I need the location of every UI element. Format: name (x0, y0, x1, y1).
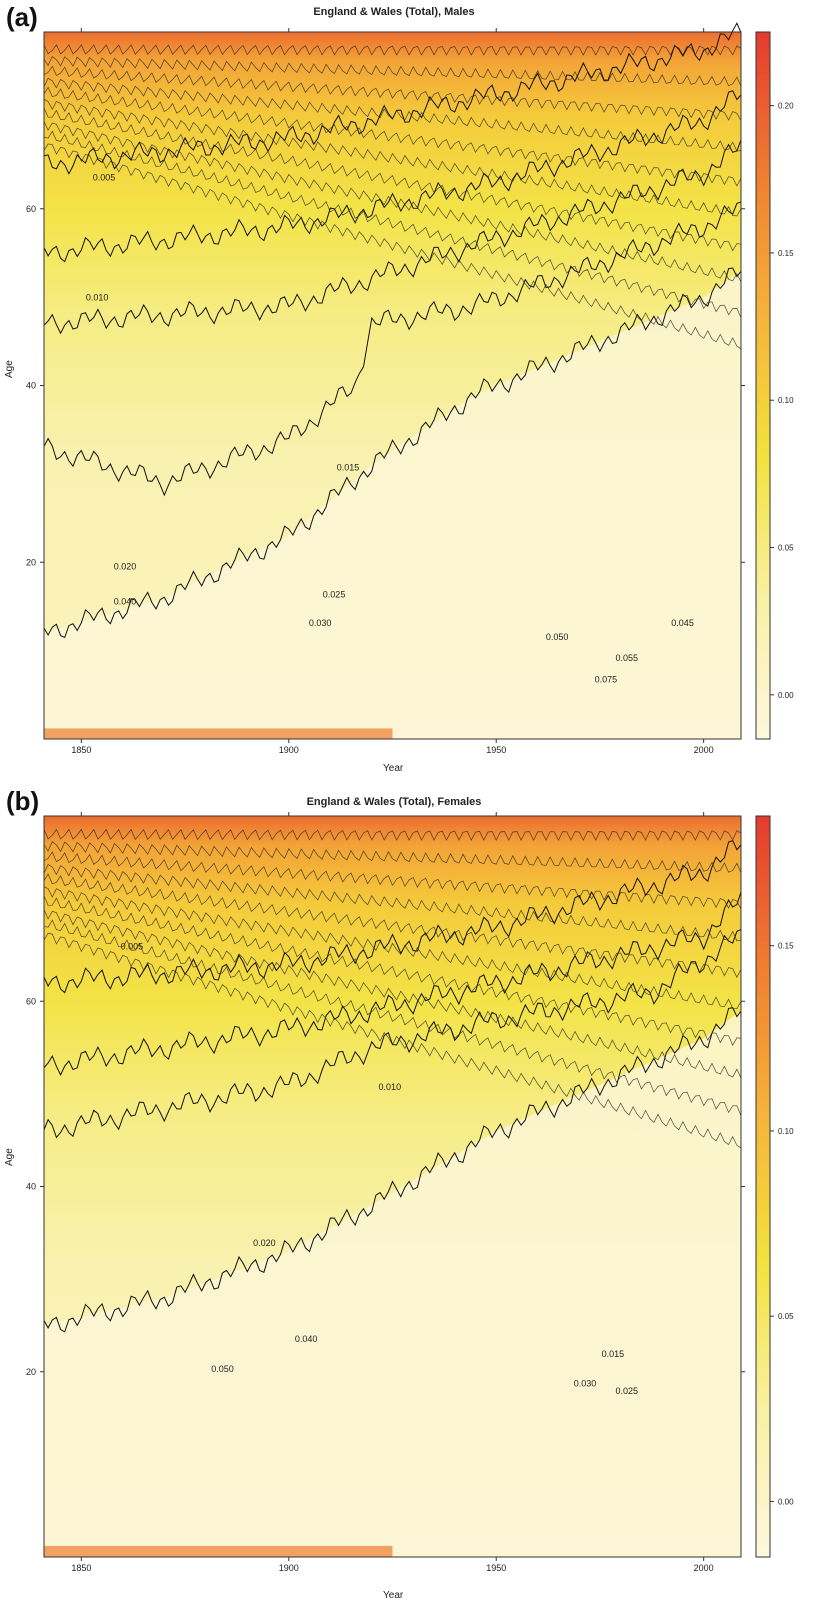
y-tick-label: 40 (26, 1182, 36, 1192)
contour-line-dense (43, 932, 742, 1149)
contour-line-0.005 (43, 267, 742, 639)
x-tick-label: 1950 (486, 1563, 506, 1573)
contour-line-0.03 (43, 90, 742, 263)
contour-label: 0.020 (253, 1238, 276, 1248)
x-tick-label: 2000 (694, 745, 714, 755)
y-tick-label: 20 (26, 1367, 36, 1377)
colorbar-tick-label: 0.15 (778, 249, 794, 258)
x-tick-label: 1850 (71, 1563, 91, 1573)
contour-line-dense (43, 851, 742, 910)
contour-label: 0.030 (309, 618, 332, 628)
low-rate-region (44, 1010, 741, 1557)
panel-b-chart: 0.0050.0100.0150.0200.0250.0300.0400.050… (26, 812, 794, 1573)
contour-line-dense (43, 44, 742, 56)
contour-label: 0.030 (574, 1379, 597, 1389)
contour-line-dense (43, 99, 742, 217)
contour-line-0.02 (43, 891, 742, 1077)
colorbar-tick-label: 0.05 (778, 544, 794, 553)
contour-label: 0.005 (121, 941, 144, 951)
colorbar (755, 815, 771, 1558)
contour-line-dense (43, 895, 742, 1046)
contour-line-dense (43, 863, 742, 942)
low-rate-region (44, 270, 741, 739)
y-tick-label: 60 (26, 204, 36, 214)
contour-label: 0.040 (295, 1334, 318, 1344)
y-tick-label: 20 (26, 557, 36, 567)
y-tick-label: 60 (26, 996, 36, 1006)
colorbar-tick-label: 0.10 (778, 1127, 794, 1136)
contour-line-dense (43, 143, 742, 350)
colorbar-tick-label: 0.05 (778, 1312, 794, 1321)
panel-b-label: (b) (6, 786, 40, 816)
contour-label: 0.015 (337, 462, 360, 472)
contour-line-dense (43, 55, 742, 87)
contour-label: 0.010 (379, 1082, 402, 1092)
colorbar-tick-label: 0.00 (778, 691, 794, 700)
x-tick-label: 1900 (279, 745, 299, 755)
panel-a-title: England & Wales (Total), Males (313, 6, 475, 18)
contour-line-dense (43, 909, 742, 1079)
contour-label: 0.010 (86, 293, 109, 303)
panel-a-ylabel: Age (4, 360, 15, 378)
contour-line-0.01 (43, 201, 742, 497)
contour-line-dense (43, 86, 742, 187)
x-tick-label: 1950 (486, 745, 506, 755)
panel-b-title: England & Wales (Total), Females (306, 796, 482, 808)
contour-label: 0.045 (671, 618, 694, 628)
contour-label: 0.005 (93, 172, 116, 182)
contour-line-0.005 (43, 1007, 742, 1333)
contour-label: 0.050 (211, 1364, 234, 1374)
contour-label: 0.075 (595, 674, 618, 684)
contour-label: 0.025 (616, 1386, 639, 1396)
contour-label: 0.050 (546, 632, 569, 642)
contour-line-dense (43, 886, 742, 1010)
x-tick-label: 1900 (279, 1563, 299, 1573)
colorbar (755, 31, 771, 740)
panel-b-ylabel: Age (4, 1148, 15, 1166)
y-tick-label: 40 (26, 381, 36, 391)
infant-band (44, 1545, 393, 1557)
panel-a-label: (a) (6, 2, 38, 32)
contour-label: 0.040 (114, 597, 137, 607)
contour-line-dense (43, 841, 742, 873)
contour-line-dense (43, 107, 742, 252)
infant-band (44, 728, 393, 739)
panel-b-xlabel: Year (383, 1590, 404, 1601)
contour-line-dense (43, 65, 742, 121)
colorbar-tick-label: 0.20 (778, 102, 794, 111)
colorbar-tick-label: 0.10 (778, 396, 794, 405)
contour-label: 0.025 (323, 590, 346, 600)
contour-line-dense (43, 77, 742, 152)
panel-a-chart: 0.005 0.010 0.015 0.020 0.025 0.030 0.040 0.045… (26, 22, 794, 755)
panel-a-xlabel: Year (383, 763, 404, 774)
colorbar-tick-label: 0.00 (778, 1497, 794, 1506)
x-tick-label: 2000 (694, 1563, 714, 1573)
contour-label: 0.055 (616, 653, 639, 663)
contour-line-dense (43, 130, 742, 319)
contour-line-dense (43, 121, 742, 283)
contour-line-dense (43, 828, 742, 841)
contour-line-dense (43, 873, 742, 979)
x-tick-label: 1850 (71, 745, 91, 755)
contour-label: 0.020 (114, 561, 137, 571)
contour-line-0.03 (43, 839, 742, 994)
colorbar-tick-label: 0.15 (778, 942, 794, 951)
contour-label: 0.015 (602, 1349, 625, 1359)
contour-line-dense (43, 919, 742, 1116)
